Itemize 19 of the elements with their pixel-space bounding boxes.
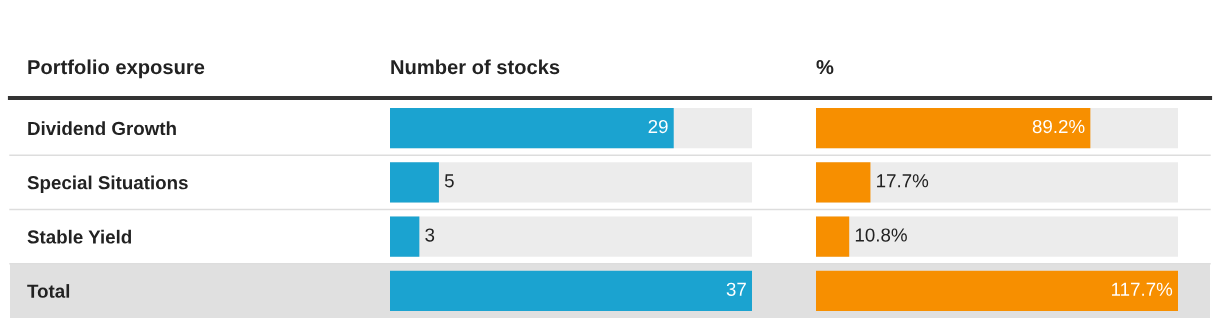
data-label: 10.8%: [855, 228, 907, 242]
bar: [816, 216, 850, 257]
y-tick-label: Total: [27, 284, 70, 298]
data-label: 29: [648, 119, 668, 134]
chart-title: %: [816, 59, 834, 75]
data-label: 5: [444, 174, 454, 188]
y-tick-label: Stable Yield: [27, 229, 132, 244]
bar: [390, 216, 420, 257]
data-label: 17.7%: [877, 174, 929, 188]
y-tick-label: Dividend Growth: [28, 121, 176, 136]
data-label: 117.7%: [1112, 282, 1173, 296]
bar: [390, 162, 439, 203]
y-tick-label: Special Situations: [27, 175, 188, 194]
chart-title: Number of stocks: [391, 59, 560, 75]
data-label: 89.2%: [1032, 119, 1085, 134]
data-label: 3: [425, 228, 435, 242]
y-axis-title: Portfolio exposure: [28, 59, 205, 79]
bar: [816, 162, 871, 203]
data-label: 37: [726, 282, 746, 296]
